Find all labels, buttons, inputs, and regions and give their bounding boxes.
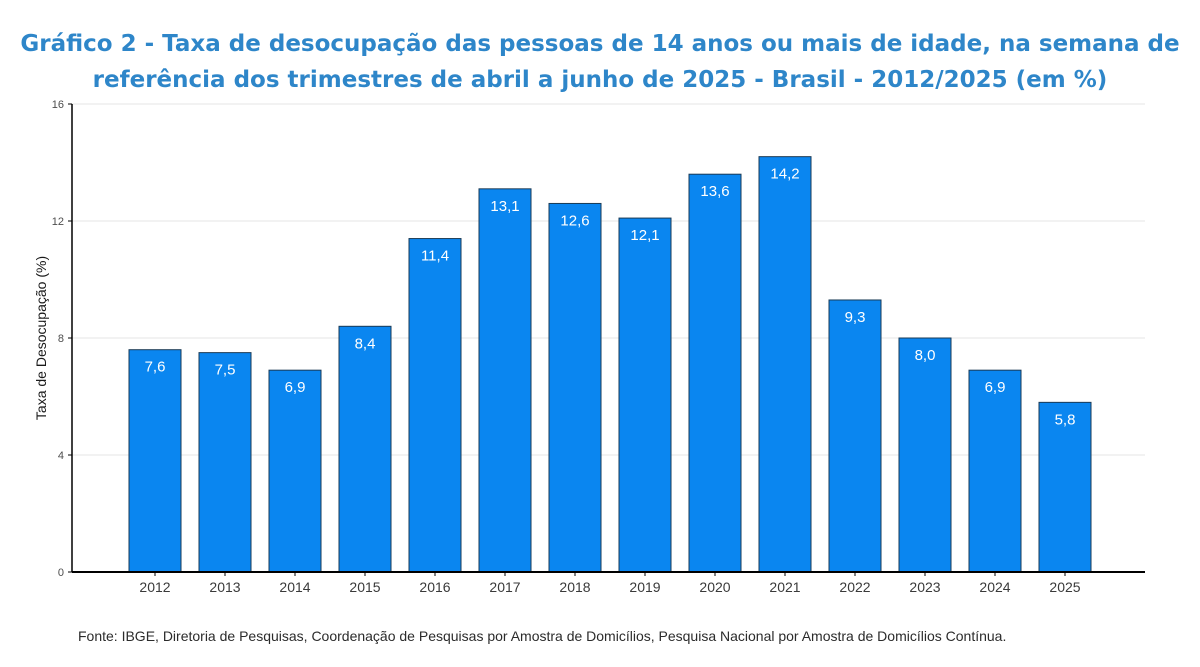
bar-2025 xyxy=(1038,401,1092,573)
bar-2020 xyxy=(688,173,742,573)
x-tick-label: 2015 xyxy=(349,579,380,595)
y-tick-label: 16 xyxy=(52,99,64,111)
bar-2018 xyxy=(548,202,602,573)
x-tick-label: 2013 xyxy=(209,579,240,595)
x-tick-label: 2019 xyxy=(629,579,660,595)
x-tick-label: 2020 xyxy=(699,579,730,595)
bar-2013 xyxy=(198,352,252,573)
x-tick-label: 2016 xyxy=(419,579,450,595)
y-tick-label: 8 xyxy=(58,333,64,345)
chart-title-line-1: Gráfico 2 - Taxa de desocupação das pess… xyxy=(20,31,1180,57)
bar-value-label: 7,5 xyxy=(215,362,236,379)
source-note: Fonte: IBGE, Diretoria de Pesquisas, Coo… xyxy=(78,628,1007,644)
y-axis-label: Taxa de Desocupação (%) xyxy=(33,256,49,420)
bar-value-label: 11,4 xyxy=(421,248,449,265)
y-tick-label: 0 xyxy=(58,567,64,579)
bar-value-label: 8,4 xyxy=(355,335,376,352)
bar-2022 xyxy=(828,299,882,573)
bar-2019 xyxy=(618,217,672,573)
x-tick-label: 2018 xyxy=(559,579,590,595)
chart-title-line-2: referência dos trimestres de abril a jun… xyxy=(92,67,1108,93)
bar-2012 xyxy=(128,349,182,573)
bar-value-label: 13,6 xyxy=(700,183,729,200)
x-tick-label: 2025 xyxy=(1049,579,1080,595)
x-tick-label: 2022 xyxy=(839,579,870,595)
bar-value-label: 7,6 xyxy=(145,359,166,376)
x-tick-label: 2017 xyxy=(489,579,520,595)
y-tick-label: 12 xyxy=(52,216,64,228)
bar-value-label: 5,8 xyxy=(1055,411,1076,428)
x-tick-label: 2012 xyxy=(139,579,170,595)
chart-title: Gráfico 2 - Taxa de desocupação das pess… xyxy=(0,26,1200,98)
x-tick-label: 2021 xyxy=(769,579,800,595)
bars: 7,6 7,5 6,9 8,4 11,4 13,1 12,6 12,1 13,6 14,2 9,3 8… xyxy=(128,156,1092,573)
bar-value-label: 6,9 xyxy=(285,379,306,396)
bar-value-label: 8,0 xyxy=(915,347,936,364)
x-tick-label: 2023 xyxy=(909,579,940,595)
bar-2014 xyxy=(268,369,322,573)
x-tick-label: 2024 xyxy=(979,579,1010,595)
bar-2021 xyxy=(758,156,812,573)
bar-value-label: 12,1 xyxy=(630,227,659,244)
bar-value-label: 6,9 xyxy=(985,379,1006,396)
bar-value-label: 14,2 xyxy=(770,166,799,183)
bar-value-label: 12,6 xyxy=(560,212,589,229)
bar-value-label: 13,1 xyxy=(490,198,519,215)
y-tick-label: 4 xyxy=(58,450,64,462)
axes: 0 4 8 12 16 2012 2013 2014 2015 2016 2017 2018 2019 2… xyxy=(52,99,1145,595)
bar-2023 xyxy=(898,337,952,573)
bar-2017 xyxy=(478,188,532,573)
bar-2016 xyxy=(408,238,462,573)
bar-2015 xyxy=(338,325,392,573)
bar-value-label: 9,3 xyxy=(845,309,866,326)
bar-2024 xyxy=(968,369,1022,573)
x-tick-label: 2014 xyxy=(279,579,310,595)
